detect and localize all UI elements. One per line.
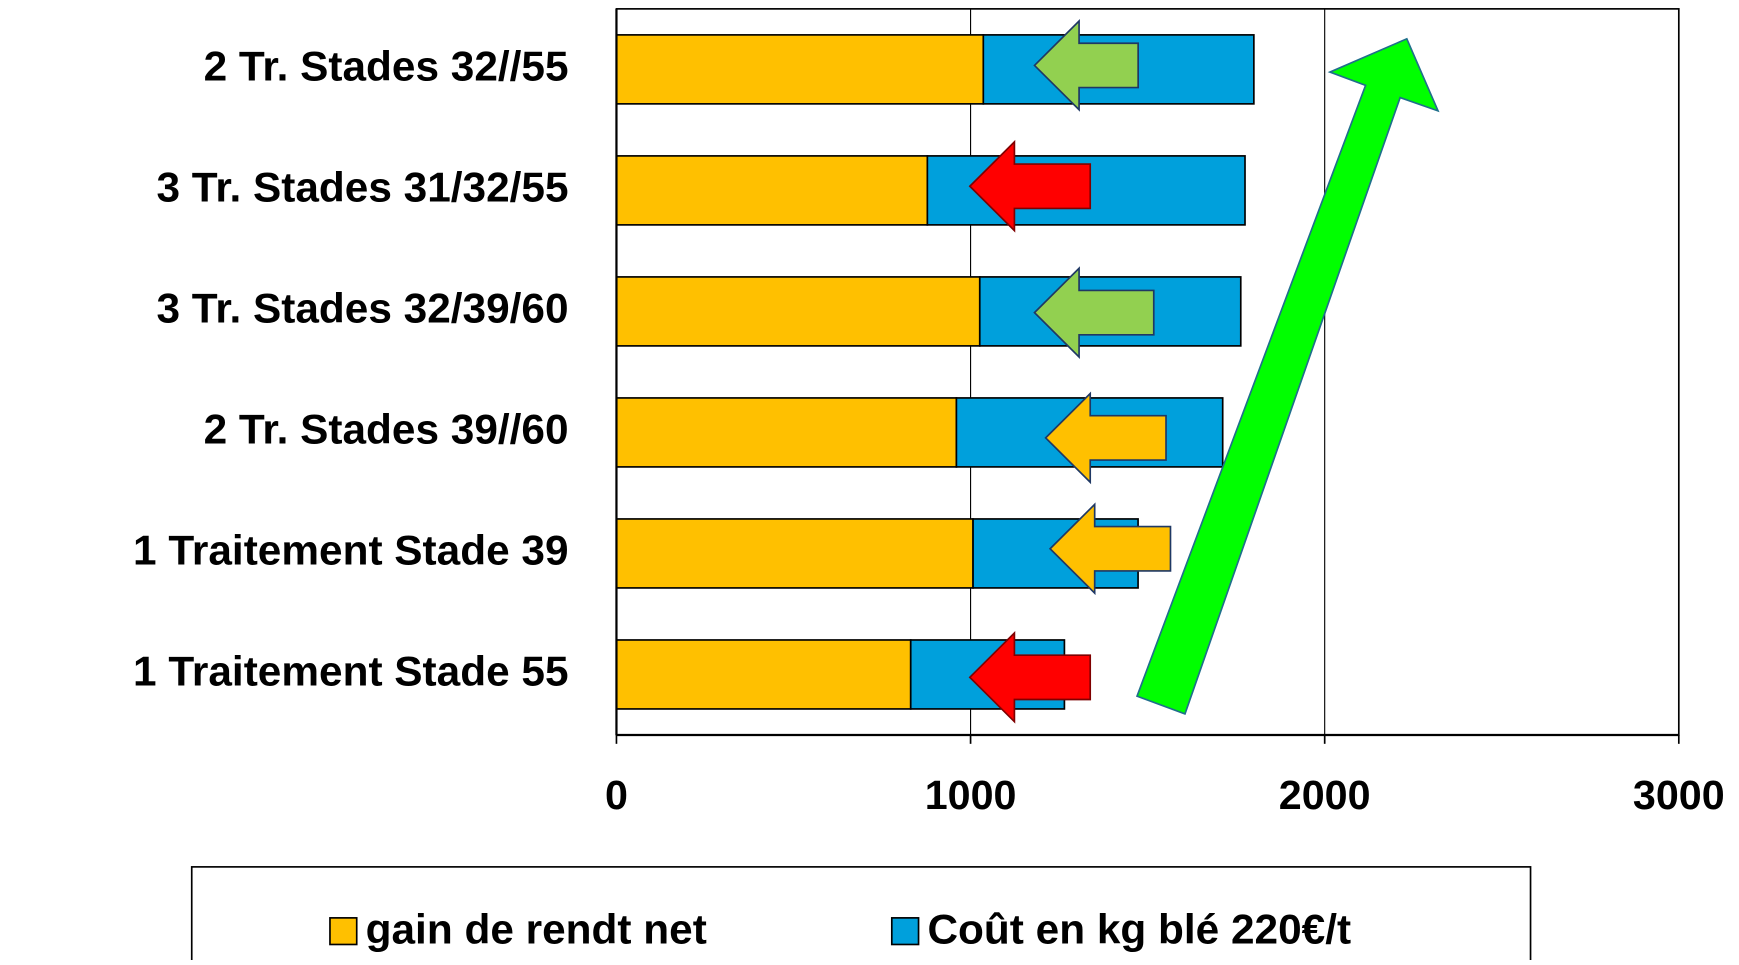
arrow xyxy=(1048,502,1172,596)
annotation-arrows xyxy=(968,19,1440,724)
arrow xyxy=(1044,391,1167,485)
plot-frame xyxy=(615,8,1680,736)
bar-segment xyxy=(615,276,981,347)
y-tick-label: 2 Tr. Stades 39//60 xyxy=(204,406,569,453)
arrow xyxy=(1033,19,1139,112)
legend-swatch xyxy=(890,917,920,946)
bar-segment xyxy=(615,639,912,710)
legend-box xyxy=(190,866,1532,965)
legend-swatch xyxy=(329,917,358,946)
bar-segment xyxy=(615,34,985,105)
arrow xyxy=(968,139,1092,233)
y-tick-label: 1 Traitement Stade 39 xyxy=(133,527,568,574)
bar-segment xyxy=(615,397,958,468)
y-tick-label: 2 Tr. Stades 32//55 xyxy=(204,43,569,90)
arrow xyxy=(1033,266,1155,359)
x-tick-label: 0 xyxy=(605,772,628,818)
y-tick-label: 1 Traitement Stade 55 xyxy=(133,648,568,695)
y-tick-label: 3 Tr. Stades 31/32/55 xyxy=(156,164,568,211)
big-arrow xyxy=(1135,37,1440,715)
arrow xyxy=(968,630,1092,724)
x-tick-label: 1000 xyxy=(925,772,1017,818)
legend-label: Coût en kg blé 220€/t xyxy=(927,906,1351,953)
legend-label: gain de rendt net xyxy=(366,906,707,953)
y-tick-label: 3 Tr. Stades 32/39/60 xyxy=(156,285,568,332)
x-tick-label: 3000 xyxy=(1633,772,1725,818)
plot-area: 0 1000 2000 3000 2 Tr. Stades 32//55 3 Tr. St… xyxy=(133,8,1725,818)
x-tick-label: 2000 xyxy=(1279,772,1371,818)
bar-segment xyxy=(615,155,929,226)
bar-segment xyxy=(615,518,974,589)
